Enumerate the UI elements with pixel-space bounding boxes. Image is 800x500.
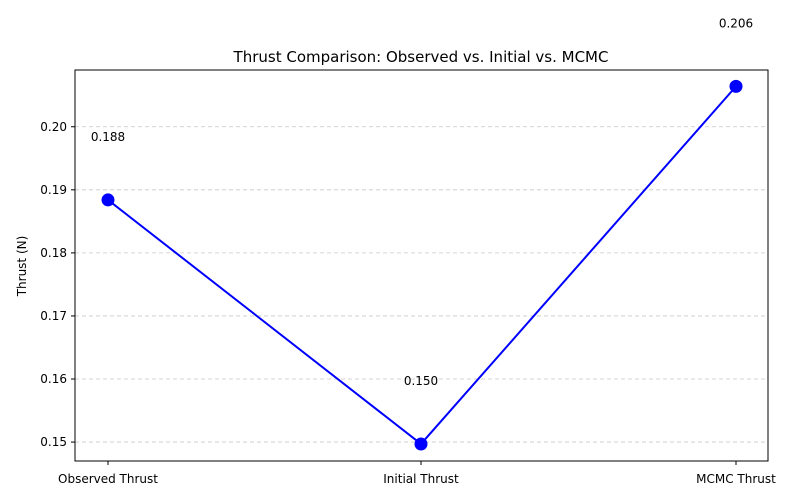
chart-title: Thrust Comparison: Observed vs. Initial … <box>233 48 609 66</box>
y-tick-label: 0.16 <box>40 372 67 386</box>
y-tick-label: 0.19 <box>40 183 67 197</box>
x-tick-label: Observed Thrust <box>58 472 158 486</box>
series-lines <box>107 85 737 446</box>
plot-frame <box>74 69 769 462</box>
y-axis-label: Thrust (N) <box>15 236 29 298</box>
data-point-marker <box>101 193 115 207</box>
y-axis-ticks: 0.15 0.16 0.17 0.18 0.19 0.20 <box>40 120 75 449</box>
data-point-marker <box>729 79 743 93</box>
y-tick-label: 0.20 <box>40 120 67 134</box>
x-axis-ticks: Observed Thrust Initial Thrust MCMC Thrust <box>58 461 776 486</box>
x-tick-label: Initial Thrust <box>383 472 459 486</box>
data-labels: 0.188 0.150 0.206 <box>91 16 753 388</box>
data-label: 0.150 <box>404 374 438 388</box>
x-tick-label: MCMC Thrust <box>696 472 776 486</box>
data-label: 0.206 <box>719 16 753 30</box>
y-tick-label: 0.17 <box>40 309 67 323</box>
data-label: 0.188 <box>91 130 125 144</box>
series-line <box>107 85 737 446</box>
y-tick-label: 0.15 <box>40 435 67 449</box>
data-point-marker <box>414 437 428 451</box>
series-markers <box>101 79 743 451</box>
grid-lines <box>75 126 768 443</box>
y-tick-label: 0.18 <box>40 246 67 260</box>
